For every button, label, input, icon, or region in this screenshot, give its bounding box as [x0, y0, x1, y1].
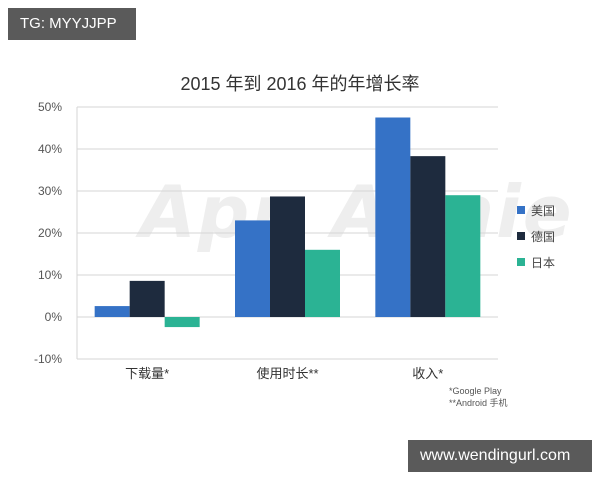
legend-item-jp: 日本 — [517, 249, 555, 275]
bar-0-1 — [235, 220, 270, 317]
y-tick-label: 40% — [38, 142, 62, 156]
bar-0-0 — [94, 306, 130, 317]
legend-item-de: 德国 — [517, 223, 555, 249]
bar-2-1 — [305, 249, 340, 317]
bar-2-0 — [164, 317, 200, 328]
legend-swatch-us — [517, 206, 525, 214]
bar-1-2 — [410, 156, 446, 317]
app-annie-watermark: App Annie — [140, 170, 574, 254]
y-tick-label: 30% — [38, 184, 62, 198]
legend-item-us: 美国 — [517, 197, 555, 223]
tg-tag-overlay: TG: MYYJJPP — [8, 8, 136, 40]
x-category-label: 收入* — [412, 366, 443, 381]
y-tick-label: 0% — [45, 310, 63, 324]
bar-1-0 — [129, 280, 165, 317]
legend-label-us: 美国 — [531, 203, 556, 218]
footnote-android: **Android 手机 — [449, 398, 508, 408]
x-category-label: 下载量* — [125, 366, 169, 381]
bar-1-1 — [270, 196, 305, 317]
y-tick-label: 10% — [38, 268, 62, 282]
chart-title: 2015 年到 2016 年的年增长率 — [180, 74, 420, 94]
bar-0-2 — [375, 117, 411, 317]
footnote-google-play: *Google Play — [449, 386, 502, 396]
bar-2-2 — [445, 195, 481, 317]
url-tag-overlay: www.wendingurl.com — [408, 440, 592, 472]
legend-swatch-de — [517, 232, 525, 240]
legend-swatch-jp — [517, 258, 525, 266]
y-tick-label: 50% — [38, 100, 62, 114]
chart-legend: 美国 德国 日本 — [517, 197, 555, 275]
y-tick-label: 20% — [38, 226, 62, 240]
y-tick-label: -10% — [34, 352, 62, 366]
legend-label-jp: 日本 — [531, 255, 556, 270]
x-category-label: 使用时长** — [256, 366, 318, 381]
footnotes: *Google Play **Android 手机 — [449, 385, 508, 409]
legend-label-de: 德国 — [531, 229, 556, 244]
